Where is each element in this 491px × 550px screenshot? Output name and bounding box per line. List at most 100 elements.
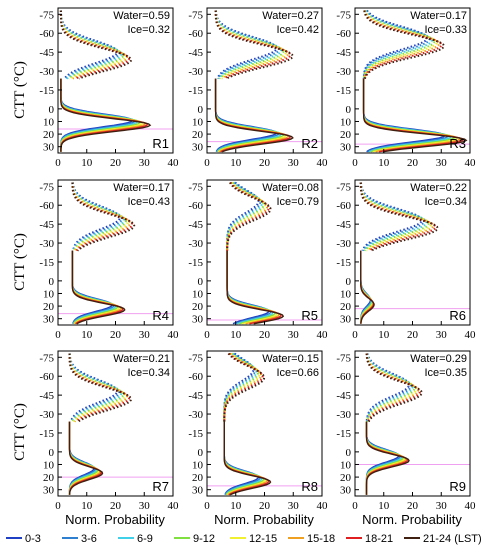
series-group: [223, 352, 272, 496]
series-group: [214, 10, 294, 153]
y-tick-label: -75: [336, 9, 351, 21]
y-tick-label: -45: [336, 390, 351, 402]
x-tick-label: 20: [259, 500, 271, 512]
y-tick-label: -30: [39, 409, 54, 421]
ice-fraction-label: Ice=0.42: [276, 24, 319, 36]
x-tick-label: 10: [230, 500, 242, 512]
y-tick-label: -60: [39, 371, 54, 383]
x-axis-label-col2: Norm. Probability: [214, 512, 314, 527]
y-tick-label: 20: [192, 472, 204, 484]
y-tick-label: 20: [43, 301, 55, 313]
ice-series-0-3: [71, 182, 121, 251]
y-tick-label: -15: [336, 257, 351, 269]
y-tick-label: 0: [49, 276, 55, 288]
ice-fraction-label: Ice=0.35: [424, 367, 467, 379]
ice-series-15-18: [363, 10, 441, 79]
y-tick-label: 20: [192, 129, 204, 141]
legend-label: 6-9: [137, 533, 153, 545]
x-tick-label: 30: [288, 500, 300, 512]
y-tick-label: -45: [39, 47, 54, 59]
ice-series-9-12: [226, 181, 265, 251]
y-tick-label: 20: [43, 129, 55, 141]
ice-series-18-21: [226, 181, 270, 251]
x-tick-label: 10: [81, 157, 93, 169]
y-tick-label: -30: [188, 238, 203, 250]
y-axis-label-row2: CTT (°C): [12, 233, 28, 291]
region-label: R8: [301, 479, 318, 494]
series-group: [71, 182, 136, 325]
x-axis-label-col3: Norm. Probability: [362, 512, 462, 527]
x-tick-label: 0: [352, 500, 358, 512]
y-tick-label: -75: [188, 352, 203, 364]
y-tick-label: 20: [192, 301, 204, 313]
y-tick-label: 10: [43, 116, 55, 128]
ice-series-21-24-lst-: [223, 352, 266, 422]
y-tick-label: 20: [340, 129, 352, 141]
ice-series-12-15: [365, 353, 418, 422]
y-tick-label: 10: [192, 116, 204, 128]
y-tick-label: -30: [336, 66, 351, 78]
y-tick-label: -60: [188, 371, 203, 383]
ice-series-21-24-lst-: [71, 182, 136, 252]
y-tick-label: 20: [340, 301, 352, 313]
y-tick-label: 0: [49, 447, 55, 459]
y-tick-label: 0: [198, 104, 204, 116]
y-tick-label: -30: [336, 238, 351, 250]
water-series-21-24-lst-: [365, 421, 410, 495]
water-fraction-label: Water=0.21: [113, 353, 170, 365]
ice-fraction-label: Ice=0.79: [276, 196, 319, 208]
x-tick-label: 30: [139, 329, 151, 341]
x-tick-label: 10: [378, 500, 390, 512]
y-tick-label: -15: [39, 257, 54, 269]
y-tick-label: -60: [39, 28, 54, 40]
ice-series-6-9: [362, 10, 433, 79]
x-tick-label: 40: [317, 500, 329, 512]
y-tick-label: 10: [192, 459, 204, 471]
ice-series-12-15: [223, 352, 261, 422]
y-tick-label: -75: [188, 9, 203, 21]
x-tick-label: 40: [317, 329, 329, 341]
x-tick-label: 40: [465, 329, 477, 341]
x-tick-label: 30: [288, 157, 300, 169]
x-tick-label: 10: [230, 157, 242, 169]
water-series-6-9: [362, 78, 453, 153]
y-tick-label: -60: [188, 28, 203, 40]
ice-series-21-24-lst-: [214, 10, 294, 80]
x-tick-label: 0: [204, 329, 210, 341]
water-fraction-label: Water=0.17: [410, 10, 467, 22]
water-series-21-24-lst-: [360, 250, 375, 324]
ice-series-6-9: [366, 353, 414, 422]
ice-series-15-18: [223, 352, 263, 422]
x-tick-label: 0: [55, 500, 61, 512]
y-tick-label: -60: [336, 200, 351, 212]
ice-series-6-9: [226, 181, 263, 251]
y-tick-label: -15: [188, 257, 203, 269]
ice-fraction-label: Ice=0.33: [424, 24, 467, 36]
ice-series-12-15: [226, 181, 267, 251]
x-tick-label: 40: [168, 157, 180, 169]
x-tick-label: 20: [407, 157, 419, 169]
x-tick-label: 20: [407, 329, 419, 341]
water-fraction-label: Water=0.15: [262, 353, 319, 365]
y-tick-label: 30: [340, 142, 352, 154]
y-tick-label: 30: [43, 142, 55, 154]
y-tick-label: -15: [188, 85, 203, 97]
water-series-0-3: [226, 250, 270, 325]
x-tick-label: 10: [378, 157, 390, 169]
y-tick-label: 0: [198, 447, 204, 459]
x-tick-label: 40: [465, 157, 477, 169]
water-series-21-24-lst-: [223, 421, 272, 496]
y-tick-label: -75: [39, 352, 54, 364]
water-fraction-label: Water=0.22: [410, 182, 467, 194]
y-tick-label: 20: [340, 472, 352, 484]
x-tick-label: 30: [139, 157, 151, 169]
y-tick-label: 10: [43, 288, 55, 300]
y-tick-label: -15: [188, 428, 203, 440]
x-tick-label: 0: [352, 329, 358, 341]
region-label: R5: [301, 308, 318, 323]
region-label: R9: [449, 479, 466, 494]
